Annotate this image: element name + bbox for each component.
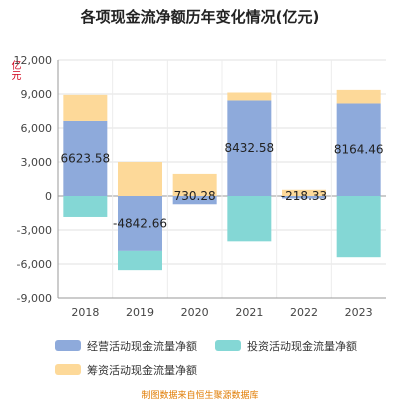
data-label-operating: -4842.66: [113, 216, 167, 230]
y-tick-label: -9,000: [17, 292, 52, 305]
legend-item-operating[interactable]: 经营活动现金流量净额: [55, 338, 197, 354]
data-label-operating: 6623.58: [61, 151, 111, 165]
x-tick-label: 2018: [71, 306, 99, 319]
x-tick-label: 2023: [345, 306, 373, 319]
chart-title: 各项现金流净额历年变化情况(亿元): [80, 8, 320, 26]
bar-operating-2021[interactable]: [227, 100, 272, 196]
y-tick-label: 0: [45, 190, 52, 203]
bar-operating-2019[interactable]: [118, 196, 162, 251]
bar-investing-2023[interactable]: [336, 196, 381, 258]
chart-plot: 12,000 9,000 6,000 3,000 0 -3,000 -6,000 -9,000…: [14, 54, 386, 319]
data-label-operating: 8432.58: [225, 141, 275, 155]
legend-item-financing[interactable]: 筹资活动现金流量净额: [55, 362, 197, 378]
legend-swatch-financing: [55, 364, 81, 375]
data-label-operating: 8164.46: [334, 143, 384, 157]
legend-label-financing: 筹资活动现金流量净额: [87, 364, 197, 377]
y-tick-label: -6,000: [17, 258, 52, 271]
bar-operating-2022[interactable]: [282, 196, 326, 199]
y-tick-label: 12,000: [14, 54, 53, 67]
bar-investing-2018[interactable]: [63, 196, 108, 217]
bar-operating-2018[interactable]: [63, 120, 108, 196]
data-label-operating: 730.28: [174, 189, 216, 203]
bar-financing-2019[interactable]: [118, 162, 162, 196]
axis-layer: 12,000 9,000 6,000 3,000 0 -3,000 -6,000 -9,000…: [14, 54, 386, 319]
x-tick-label: 2022: [290, 306, 318, 319]
bar-operating-2020[interactable]: [172, 196, 217, 205]
x-tick-label: 2019: [126, 306, 154, 319]
bar-investing-2021[interactable]: [227, 196, 272, 242]
y-tick-label: 9,000: [21, 88, 53, 101]
bar-financing-2020[interactable]: [172, 173, 217, 196]
legend-label-operating: 经营活动现金流量净额: [87, 340, 197, 353]
legend-item-investing[interactable]: 投资活动现金流量净额: [215, 338, 357, 354]
bar-financing-2023[interactable]: [336, 89, 381, 104]
y-axis-unit: 亿元: [9, 60, 20, 80]
y-tick-label: -3,000: [17, 224, 52, 237]
y-tick-label: 6,000: [21, 122, 53, 135]
y-tick-label: 3,000: [21, 156, 53, 169]
label-layer: 6623.58 -4842.66 730.28 8432.58 -218.33 8164.…: [61, 141, 384, 230]
legend: 经营活动现金流量净额 投资活动现金流量净额 筹资活动现金流量净额: [0, 330, 400, 380]
bar-financing-2022[interactable]: [282, 189, 326, 196]
bar-layer: [63, 89, 381, 271]
bar-investing-2019[interactable]: [118, 250, 162, 271]
x-tick-label: 2020: [181, 306, 209, 319]
source-note: 制图数据来自恒生聚源数据库: [141, 391, 259, 401]
legend-swatch-operating: [55, 340, 81, 351]
bar-operating-2023[interactable]: [336, 103, 381, 196]
legend-swatch-investing: [215, 340, 241, 351]
data-label-operating: -218.33: [281, 189, 327, 203]
grid-layer: [58, 59, 386, 299]
bar-financing-2021[interactable]: [227, 92, 272, 101]
x-tick-label: 2021: [235, 306, 263, 319]
legend-label-investing: 投资活动现金流量净额: [247, 340, 357, 353]
bar-financing-2018[interactable]: [63, 94, 108, 121]
